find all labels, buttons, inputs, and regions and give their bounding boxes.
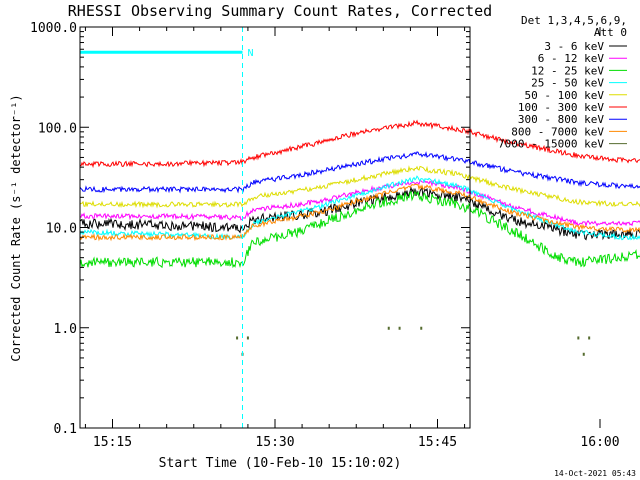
series-8: [236, 326, 591, 356]
series-line: [79, 183, 640, 242]
series-7: [79, 183, 640, 242]
legend-label: 800 - 7000 keV: [511, 125, 604, 138]
legend-label: 25 - 50 keV: [531, 77, 604, 90]
series-line: [79, 151, 640, 194]
legend-header-line-1: Det 1,3,4,5,6,9,: [521, 14, 627, 27]
series-point: [588, 336, 591, 340]
x-axis-label: Start Time (10-Feb-10 15:10:02): [159, 456, 402, 471]
series-point: [236, 336, 239, 340]
series-point: [420, 326, 423, 330]
legend-label: 50 - 100 keV: [525, 89, 605, 102]
series-2: [79, 190, 640, 269]
legend-label: 7000 - 15000 keV: [498, 138, 604, 151]
legend-label: 100 - 300 keV: [518, 101, 604, 114]
series-6: [79, 151, 640, 194]
legend-label: 3 - 6 keV: [544, 40, 604, 53]
series-line: [79, 186, 640, 241]
chart-title: RHESSI Observing Summary Count Rates, Co…: [68, 2, 492, 20]
y-tick-label: 100.0: [38, 121, 77, 136]
x-tick-label: 16:00: [580, 435, 619, 450]
series-4: [79, 165, 640, 209]
x-tick-label: 15:45: [418, 435, 457, 450]
series-5: [79, 119, 640, 169]
y-axis-label: Corrected Count Rate (s⁻¹ detector⁻¹): [9, 94, 23, 361]
series-point: [582, 352, 585, 356]
series-point: [577, 336, 580, 340]
plot-area: NS0.11.010.0100.01000.015:1515:3015:4516…: [30, 21, 640, 450]
series-point: [246, 336, 249, 340]
series-line: [79, 119, 640, 169]
y-tick-label: 10.0: [46, 222, 77, 237]
footer-timestamp: 14-Oct-2021 05:43: [554, 469, 636, 478]
x-tick-label: 15:30: [255, 435, 294, 450]
legend-header-line-2: Att 0: [594, 26, 627, 39]
legend-label: 6 - 12 keV: [538, 52, 605, 65]
series-point: [398, 326, 401, 330]
x-tick-label: 15:15: [93, 435, 132, 450]
series-0: [79, 186, 640, 241]
y-tick-label: 1.0: [54, 322, 77, 337]
y-tick-label: 1000.0: [30, 21, 77, 36]
marker-label: N: [248, 48, 254, 59]
series-point: [387, 326, 390, 330]
y-tick-label: 0.1: [54, 422, 77, 437]
series-line: [79, 165, 640, 209]
series-line: [79, 190, 640, 269]
legend-label: 12 - 25 keV: [531, 64, 604, 77]
legend-label: 300 - 800 keV: [518, 113, 604, 126]
